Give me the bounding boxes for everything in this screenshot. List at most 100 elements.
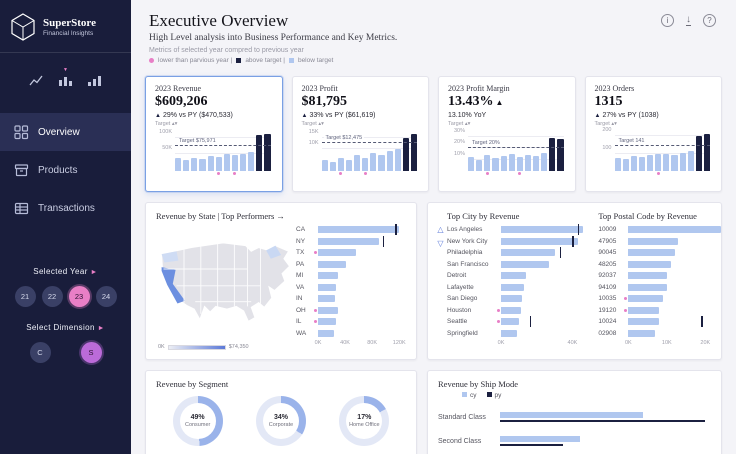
dot-slot: [680, 172, 686, 177]
dot-slot: [631, 172, 637, 177]
line-chart-icon[interactable]: [29, 67, 44, 87]
dot-slot: [623, 172, 629, 177]
us-choropleth-map: [161, 242, 291, 322]
shipmode-rows: Standard Class Second Class: [438, 412, 711, 447]
dot-slot: [655, 172, 661, 177]
bar: [628, 295, 663, 303]
row-label: 92037: [598, 272, 617, 280]
bar: [628, 283, 667, 291]
dot-slot: [175, 172, 181, 177]
axis-tick-label: 200: [602, 127, 612, 134]
target-toggle[interactable]: Target ▴▾: [594, 121, 617, 127]
row-label: IN: [296, 295, 303, 303]
sort-asc-icon[interactable]: △: [437, 225, 444, 234]
pink-dot-icon: [623, 297, 627, 301]
gridline: [321, 147, 417, 149]
bar: [476, 159, 483, 171]
legend-max: $74,350: [228, 344, 249, 350]
dot-slot: [312, 251, 318, 255]
dot-slot: [501, 172, 507, 177]
dot-slot: [517, 172, 523, 177]
revenue-by-shipmode-card: Revenue by Ship Mode cy py Standard Clas…: [427, 370, 722, 454]
chart-row: CA: [296, 224, 406, 236]
dimension-c-button[interactable]: C: [29, 342, 51, 363]
bar: [231, 155, 238, 171]
bar-chart-icon[interactable]: ▼: [58, 67, 73, 87]
year-21-button[interactable]: 21: [14, 286, 36, 307]
bar: [318, 260, 347, 268]
dot-slot: [468, 172, 474, 177]
bar-track: [500, 436, 711, 447]
row-label: San Francisco: [447, 260, 489, 268]
year-22-button[interactable]: 22: [41, 286, 63, 307]
target-toggle[interactable]: Target ▴▾: [448, 121, 471, 127]
chart-row: 47905: [598, 236, 713, 248]
chart-row: San Francisco: [447, 259, 590, 271]
bar: [394, 148, 401, 171]
bar: [501, 283, 525, 291]
dimension-s-button[interactable]: S: [80, 342, 102, 363]
chart-row: 10024: [598, 316, 713, 328]
gridline: [175, 153, 271, 155]
bar-track: [501, 247, 590, 259]
below-py-dots: [468, 172, 564, 177]
city-bar-chart: Los Angeles New York City Philadelphia San …: [447, 224, 590, 351]
target-toggle[interactable]: Target ▴▾: [155, 121, 178, 127]
dot-slot: [704, 172, 710, 177]
kpi-card[interactable]: 2023 Orders 1315 ▲ 27% vs PY (1038) Target ▴…: [584, 76, 722, 192]
brand-text: SuperStore Financial Insights: [43, 17, 96, 37]
axis-tick-label: 15K: [308, 128, 319, 135]
year-23-button[interactable]: 23: [68, 286, 90, 307]
info-icon[interactable]: i: [661, 14, 674, 27]
bar-track: [501, 295, 590, 303]
bar: [370, 153, 377, 171]
bar: [628, 329, 656, 337]
kpi-delta-text: 13.10% YoY: [448, 112, 487, 119]
sidebar-item-overview[interactable]: Overview: [0, 113, 131, 151]
target-toggle[interactable]: Target ▴▾: [301, 121, 324, 127]
row-label: Springfield: [447, 329, 478, 337]
bar: [533, 156, 540, 171]
bar-track: [501, 235, 590, 247]
axis-tick-label: 20%: [453, 139, 465, 146]
row-label: NY: [296, 237, 306, 245]
bar: [628, 226, 721, 234]
row-label: TX: [296, 249, 305, 257]
sidebar-item-products[interactable]: Products: [0, 151, 131, 189]
dot-slot: [387, 172, 393, 177]
bar: [628, 318, 660, 326]
kpi-delta: 13.10% YoY: [448, 112, 566, 119]
bar: [199, 159, 206, 171]
sort-desc-icon[interactable]: ▽: [437, 239, 444, 248]
kpi-card[interactable]: 2023 Profit $81,795 ▲ 33% vs PY ($61,619) Ta…: [291, 76, 429, 192]
target-line: [175, 144, 271, 146]
bar-track: [500, 412, 711, 423]
axis-tick-label: 120K: [392, 340, 406, 346]
donut-hole: 34% Corporate: [262, 403, 299, 439]
kpi-title: 2023 Profit Margin: [448, 84, 510, 93]
year-24-button[interactable]: 24: [95, 286, 117, 307]
kpi-delta: ▲ 33% vs PY ($61,619): [302, 112, 420, 119]
card-title: Revenue by State | Top Performers →: [156, 211, 285, 221]
california-state[interactable]: [161, 267, 185, 304]
sidebar-item-transactions[interactable]: Transactions: [0, 189, 131, 227]
kpi-card[interactable]: 2023 Profit Margin 13.43% ▲ 13.10% YoY Targ…: [438, 76, 576, 192]
shipmode-legend: cy py: [462, 392, 711, 399]
kpi-card[interactable]: 2023 Revenue $609,206 ▲ 29% vs PY ($470,533…: [145, 76, 283, 192]
kpi-sparkbar-chart: 100K 50K Target $75,971: [159, 129, 271, 171]
legend-item: cy: [462, 392, 477, 399]
row-label: PA: [296, 260, 305, 268]
kpi-value: $609,206: [155, 94, 208, 109]
help-icon[interactable]: ?: [703, 14, 716, 27]
row-label: WA: [296, 329, 307, 337]
kpi-delta: ▲ 29% vs PY ($470,533): [155, 112, 273, 119]
bar: [638, 157, 645, 171]
chart-row: IN: [296, 293, 406, 305]
bar: [524, 155, 531, 171]
row-label: 48205: [598, 260, 617, 268]
column-chart-icon[interactable]: [87, 67, 102, 87]
row-label: 02908: [598, 329, 617, 337]
sidebar: SuperStore Financial Insights ▼: [0, 0, 131, 454]
download-icon[interactable]: ↓: [686, 14, 691, 26]
axis-tick-label: 10K: [661, 340, 672, 346]
